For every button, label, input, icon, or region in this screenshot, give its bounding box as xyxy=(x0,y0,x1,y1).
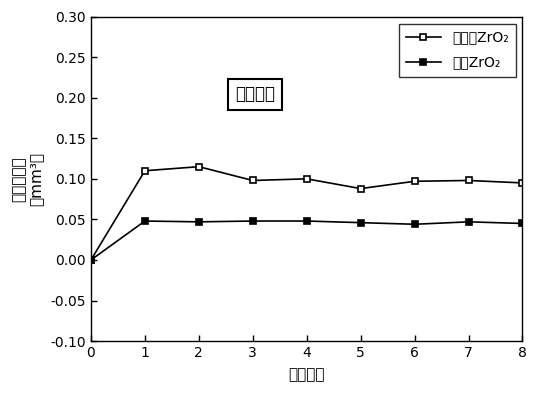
Legend: 未喷涂ZrO₂, 喷涂ZrO₂: 未喷涂ZrO₂, 喷涂ZrO₂ xyxy=(399,24,515,77)
Text: 空气环境: 空气环境 xyxy=(235,86,275,103)
X-axis label: 实验次数: 实验次数 xyxy=(288,367,325,382)
Y-axis label: 体积损失量
（mm³）: 体积损失量 （mm³） xyxy=(11,152,44,206)
